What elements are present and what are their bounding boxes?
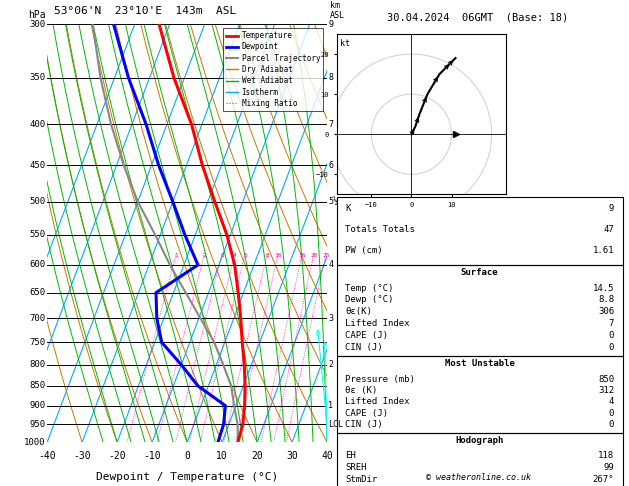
Text: Temp (°C): Temp (°C): [345, 283, 394, 293]
Text: 8.8: 8.8: [598, 295, 614, 304]
Text: Totals Totals: Totals Totals: [345, 225, 415, 234]
Text: 47: 47: [603, 225, 614, 234]
Text: Most Unstable: Most Unstable: [445, 359, 515, 368]
Text: 1: 1: [328, 401, 333, 410]
Text: 450: 450: [30, 160, 46, 170]
Text: 600: 600: [30, 260, 46, 269]
Text: hPa: hPa: [28, 10, 46, 20]
Text: LCL: LCL: [328, 420, 343, 429]
Text: StmDir: StmDir: [345, 475, 377, 485]
Text: 3: 3: [328, 314, 333, 323]
Text: 7: 7: [609, 319, 614, 328]
Text: Dewp (°C): Dewp (°C): [345, 295, 394, 304]
Text: -40: -40: [38, 451, 56, 461]
Text: -10: -10: [143, 451, 161, 461]
Bar: [337, 265, 623, 356]
Text: -20: -20: [108, 451, 126, 461]
Text: 10: 10: [275, 253, 282, 258]
Text: 350: 350: [30, 73, 46, 82]
Text: 0: 0: [609, 409, 614, 417]
Text: 1000: 1000: [25, 438, 46, 447]
Text: 99: 99: [603, 463, 614, 472]
Text: 0: 0: [184, 451, 190, 461]
Text: 118: 118: [598, 451, 614, 460]
Text: Lifted Index: Lifted Index: [345, 397, 409, 406]
Text: 5: 5: [243, 253, 247, 258]
Text: km
ASL: km ASL: [330, 0, 345, 20]
Text: CIN (J): CIN (J): [345, 420, 382, 429]
Text: 40: 40: [321, 451, 333, 461]
Text: Pressure (mb): Pressure (mb): [345, 375, 415, 383]
Text: 4: 4: [328, 260, 333, 269]
Bar: [337, 197, 623, 265]
Text: 0: 0: [609, 331, 614, 340]
Text: 8: 8: [265, 253, 269, 258]
Text: 10: 10: [216, 451, 228, 461]
Text: Surface: Surface: [461, 268, 498, 277]
Text: 900: 900: [30, 401, 46, 410]
Text: 4: 4: [233, 253, 237, 258]
Text: 6: 6: [328, 160, 333, 170]
Text: 850: 850: [30, 382, 46, 390]
Text: 2: 2: [328, 360, 333, 369]
Text: K: K: [345, 204, 350, 213]
Text: 400: 400: [30, 120, 46, 129]
Text: 267°: 267°: [593, 475, 614, 485]
Text: -30: -30: [74, 451, 91, 461]
Text: 0: 0: [609, 420, 614, 429]
Text: CIN (J): CIN (J): [345, 343, 382, 352]
Text: 850: 850: [598, 375, 614, 383]
Bar: [337, 356, 623, 433]
Text: 8: 8: [328, 73, 333, 82]
Text: SREH: SREH: [345, 463, 367, 472]
Text: CAPE (J): CAPE (J): [345, 409, 388, 417]
Text: CAPE (J): CAPE (J): [345, 331, 388, 340]
Bar: [337, 433, 623, 486]
Text: 1.61: 1.61: [593, 245, 614, 255]
Text: 300: 300: [30, 20, 46, 29]
Text: 9: 9: [609, 204, 614, 213]
Text: 30.04.2024  06GMT  (Base: 18): 30.04.2024 06GMT (Base: 18): [387, 12, 569, 22]
Text: 16: 16: [299, 253, 306, 258]
Text: 500: 500: [30, 197, 46, 206]
Text: EH: EH: [345, 451, 356, 460]
Text: © weatheronline.co.uk: © weatheronline.co.uk: [426, 473, 530, 482]
Text: 3: 3: [220, 253, 224, 258]
Text: 5½: 5½: [328, 197, 338, 206]
Text: θε (K): θε (K): [345, 386, 377, 395]
Text: 312: 312: [598, 386, 614, 395]
Text: 700: 700: [30, 314, 46, 323]
Text: 9: 9: [328, 20, 333, 29]
Text: 650: 650: [30, 288, 46, 297]
Text: Lifted Index: Lifted Index: [345, 319, 409, 328]
Text: 7: 7: [328, 120, 333, 129]
Text: θε(K): θε(K): [345, 307, 372, 316]
Text: 20: 20: [310, 253, 318, 258]
Text: 4: 4: [609, 397, 614, 406]
Legend: Temperature, Dewpoint, Parcel Trajectory, Dry Adiabat, Wet Adiabat, Isotherm, Mi: Temperature, Dewpoint, Parcel Trajectory…: [223, 28, 323, 111]
Text: 306: 306: [598, 307, 614, 316]
Text: 550: 550: [30, 230, 46, 239]
Text: kt: kt: [340, 39, 350, 48]
Text: 30: 30: [286, 451, 298, 461]
Text: PW (cm): PW (cm): [345, 245, 382, 255]
Text: 800: 800: [30, 360, 46, 369]
Text: Hodograph: Hodograph: [455, 435, 504, 445]
Text: 950: 950: [30, 420, 46, 429]
Text: 14.5: 14.5: [593, 283, 614, 293]
Text: 20: 20: [251, 451, 263, 461]
Text: 53°06'N  23°10'E  143m  ASL: 53°06'N 23°10'E 143m ASL: [54, 6, 237, 16]
Text: Dewpoint / Temperature (°C): Dewpoint / Temperature (°C): [96, 471, 278, 482]
Text: 750: 750: [30, 338, 46, 347]
Text: 25: 25: [322, 253, 330, 258]
Text: 0: 0: [609, 343, 614, 352]
Text: 2: 2: [203, 253, 206, 258]
Text: 1: 1: [174, 253, 178, 258]
